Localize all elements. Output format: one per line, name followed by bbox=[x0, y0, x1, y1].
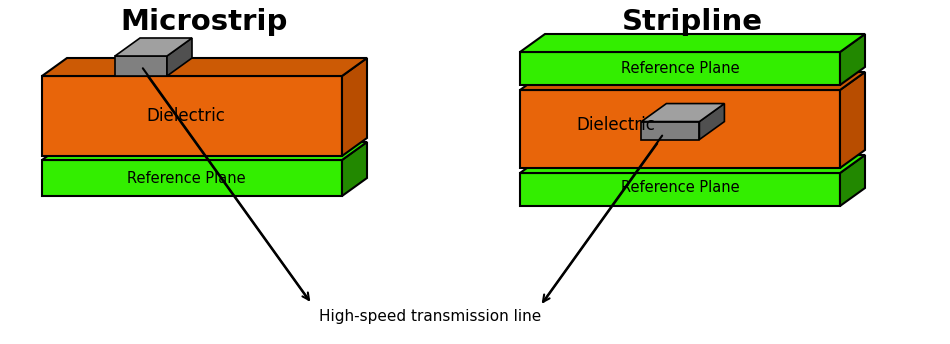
Polygon shape bbox=[520, 72, 865, 90]
Text: Reference Plane: Reference Plane bbox=[126, 171, 245, 185]
Polygon shape bbox=[42, 160, 342, 196]
Polygon shape bbox=[342, 58, 367, 156]
Polygon shape bbox=[840, 34, 865, 85]
Polygon shape bbox=[520, 173, 840, 206]
Polygon shape bbox=[42, 58, 367, 76]
Text: Stripline: Stripline bbox=[622, 8, 763, 36]
Polygon shape bbox=[42, 142, 367, 160]
Polygon shape bbox=[520, 155, 865, 173]
Polygon shape bbox=[115, 56, 167, 76]
Text: Dielectric: Dielectric bbox=[146, 107, 225, 125]
Polygon shape bbox=[520, 34, 865, 52]
Polygon shape bbox=[42, 76, 342, 156]
Polygon shape bbox=[115, 38, 192, 56]
Polygon shape bbox=[840, 72, 865, 168]
Polygon shape bbox=[699, 104, 725, 140]
Text: Reference Plane: Reference Plane bbox=[620, 180, 739, 195]
Text: High-speed transmission line: High-speed transmission line bbox=[319, 310, 542, 324]
Polygon shape bbox=[641, 121, 699, 140]
Polygon shape bbox=[342, 142, 367, 196]
Polygon shape bbox=[520, 52, 840, 85]
Polygon shape bbox=[641, 104, 725, 121]
Text: Reference Plane: Reference Plane bbox=[620, 61, 739, 76]
Text: Microstrip: Microstrip bbox=[121, 8, 288, 36]
Polygon shape bbox=[167, 38, 192, 76]
Polygon shape bbox=[840, 155, 865, 206]
Polygon shape bbox=[520, 90, 840, 168]
Text: Dielectric: Dielectric bbox=[577, 116, 656, 134]
